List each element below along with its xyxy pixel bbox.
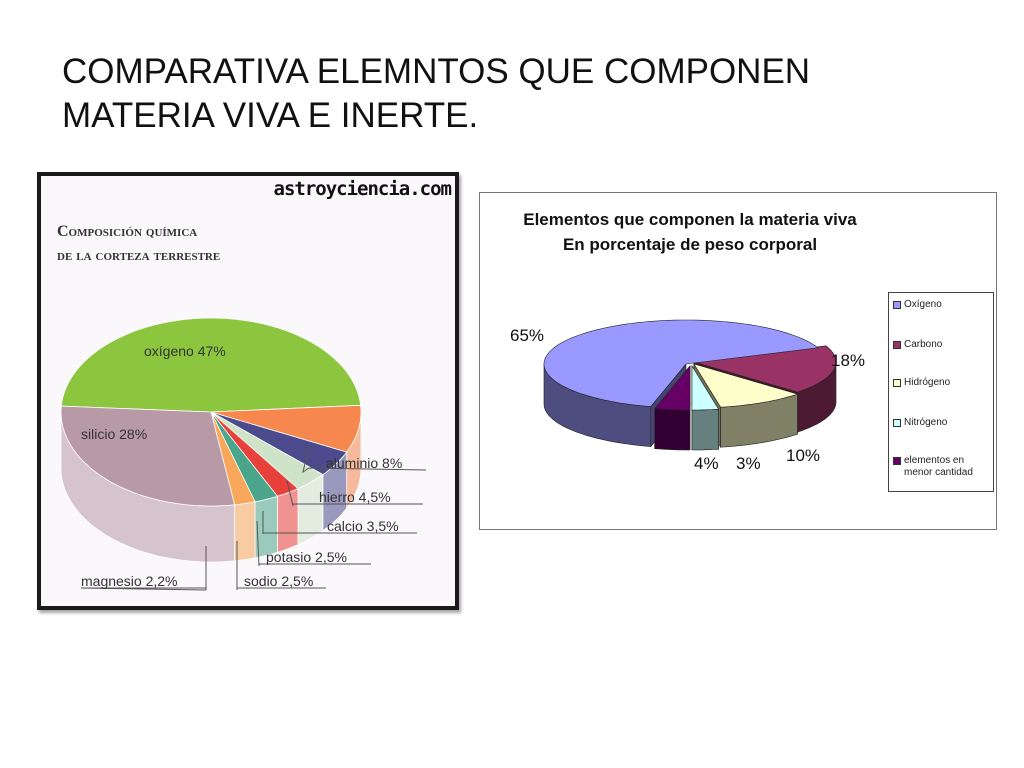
legend-item-hidrogeno: Hidrógeno: [893, 377, 950, 389]
crust-label-sodio-2-5: sodio 2,5%: [244, 573, 313, 589]
living-value-nitrogeno: 3%: [736, 454, 761, 473]
legend-item-elementos-en-menor-cantidad: elementos en menor cantidad: [893, 455, 993, 479]
crust-chart-title-line-2: de la corteza terrestre: [57, 247, 221, 264]
crust-pie-svg: oxígeno 47% aluminio 8% hierro 4,5% calcio …: [60, 317, 427, 591]
crust-slice-potasio-2-5: [210, 411, 299, 497]
crust-leader-hierro-4-5: [286, 480, 423, 507]
living-side-nitrogeno: [691, 408, 719, 451]
legend-swatch-nitrogeno: [893, 419, 901, 427]
legend-label-hidrogeno: Hidrógeno: [904, 377, 951, 388]
living-slice-carbono: [693, 345, 837, 393]
living-chart-title: Elementos que componen la materia viva E…: [480, 207, 900, 257]
slide-title-line-1: COMPARATIVA ELEMNTOS QUE COMPONEN: [62, 52, 811, 91]
slide-title: COMPARATIVA ELEMNTOS QUE COMPONEN MATERI…: [62, 50, 962, 138]
legend-item-nitrogeno: Nitrógeno: [893, 417, 947, 429]
crust-slice-hierro-4-5: [210, 411, 348, 476]
legend-swatch-oxigeno: [893, 301, 901, 309]
crust-label-oxigeno-47: oxígeno 47%: [144, 343, 226, 359]
living-chart-title-line-1: Elementos que componen la materia viva: [523, 210, 857, 229]
crust-label-aluminio-8: aluminio 8%: [326, 455, 402, 471]
living-side-elementos-en-menor-cantidad: [654, 408, 691, 451]
crust-slice-silicio-28: [60, 405, 236, 507]
crust-label-calcio-3-5: calcio 3,5%: [327, 518, 399, 534]
living-slice-nitrogeno: [691, 364, 720, 411]
crust-label-potasio-2-5: potasio 2,5%: [266, 549, 347, 565]
crust-slice-aluminio-8: [210, 404, 362, 453]
living-slice-elementos-en-menor-cantidad: [654, 365, 691, 411]
living-value-oxigeno: 65%: [510, 326, 544, 345]
living-chart-title-line-2: En porcentaje de peso corporal: [562, 235, 818, 254]
living-value-elementos-en-menor-cantidad: 4%: [694, 454, 719, 473]
crust-leader-potasio-2-5: [256, 520, 371, 567]
living-pie-svg: 65% 18% 10% 3% 4%: [510, 319, 865, 473]
legend-label-elementos-en-menor-cantidad: elementos en menor cantidad: [904, 455, 973, 478]
legend-label-carbono: Carbono: [904, 339, 943, 350]
legend-item-oxigeno: Oxígeno: [893, 299, 942, 311]
living-value-hidrogeno: 10%: [786, 446, 820, 465]
crust-side-potasio-2-5: [277, 487, 299, 553]
living-value-carbono: 18%: [831, 351, 865, 370]
crust-slice-magnesio-2-2: [210, 411, 256, 506]
crust-chart-title-line-1: Composición química: [57, 223, 198, 240]
legend-label-oxigeno: Oxígeno: [904, 299, 942, 310]
watermark: astroyciencia.com: [273, 178, 452, 200]
crust-leader-aluminio-8: [302, 445, 427, 474]
crust-slice-oxigeno-47: [60, 317, 362, 413]
legend-swatch-carbono: [893, 341, 901, 349]
legend-swatch-elementos-en-menor-cantidad: [893, 457, 901, 465]
crust-label-silicio-28: silicio 28%: [81, 426, 147, 442]
legend-swatch-hidrogeno: [893, 379, 901, 387]
legend-item-carbono: Carbono: [893, 339, 942, 351]
crust-label-hierro-4-5: hierro 4,5%: [319, 489, 391, 505]
crust-chart-title: Composición química de la corteza terres…: [57, 220, 220, 268]
crust-leader-sodio-2-5: [236, 541, 326, 590]
slide-title-line-2: MATERIA VIVA E INERTE.: [62, 96, 479, 135]
crust-leader-magnesio-2-2: [80, 546, 207, 591]
crust-leader-calcio-3-5: [262, 511, 417, 534]
crust-slice-sodio-2-5: [210, 411, 279, 503]
living-slice-hidrogeno: [693, 363, 799, 408]
crust-slice-calcio-3-5: [210, 411, 324, 490]
living-slice-oxigeno: [543, 319, 819, 407]
chart-legend: Oxígeno Carbono Hidrógeno Nitrógeno elemento…: [888, 292, 994, 492]
living-matter-chart: Elementos que componen la materia viva E…: [479, 192, 997, 530]
legend-label-nitrogeno: Nitrógeno: [904, 417, 948, 428]
crust-side-magnesio-2-2: [234, 501, 256, 562]
crust-label-magnesio-2-2: magnesio 2,2%: [81, 573, 178, 589]
crust-composition-chart: astroyciencia.com Composición química de…: [37, 172, 459, 610]
